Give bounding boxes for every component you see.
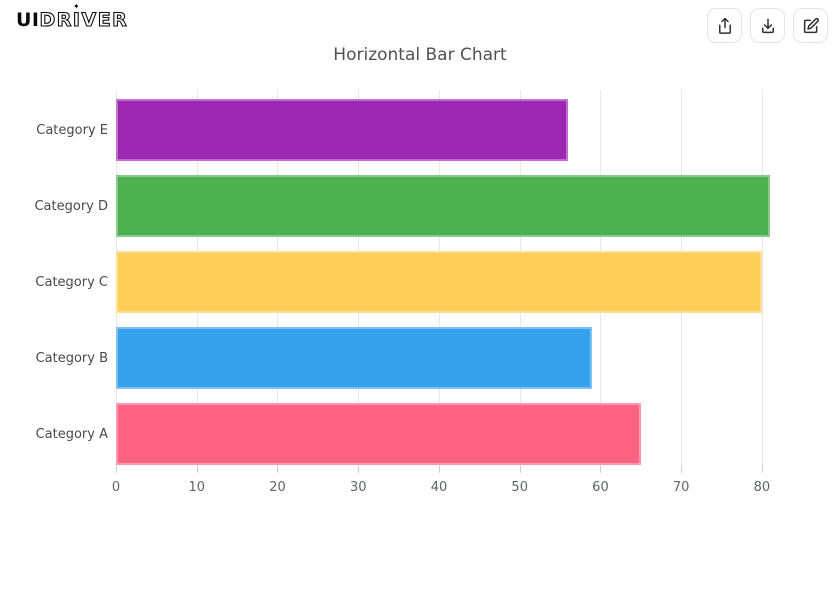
- category-label: Category C: [35, 274, 108, 290]
- x-tick-label: 50: [511, 480, 528, 495]
- bar-category-e: [116, 99, 569, 161]
- x-tick-mark: [600, 466, 602, 473]
- edit-icon: [803, 17, 819, 33]
- x-tick-label: 70: [672, 480, 690, 495]
- x-tick-label: 40: [430, 480, 448, 495]
- x-tick-label: 10: [188, 480, 206, 495]
- toolbar: [707, 8, 828, 43]
- category-label: Category E: [36, 122, 108, 138]
- bar-category-b: [116, 327, 593, 389]
- x-tick-label: 20: [269, 480, 286, 495]
- category-label: Category D: [34, 198, 108, 214]
- gridline: [761, 90, 763, 466]
- share-button[interactable]: [707, 8, 742, 43]
- x-tick-mark: [519, 466, 521, 473]
- x-tick-mark: [358, 466, 360, 473]
- x-tick-mark: [438, 466, 440, 473]
- app-logo: UI DR ✦ I VER: [16, 2, 129, 32]
- download-icon: [761, 18, 774, 33]
- logo-driver-text: DR ✦ I VER: [39, 2, 129, 32]
- x-tick-mark: [277, 466, 279, 473]
- x-tick-label: 60: [592, 480, 609, 495]
- bar-category-d: [116, 175, 770, 237]
- x-tick-label: 30: [349, 480, 367, 495]
- category-label: Category B: [35, 350, 108, 366]
- x-tick-mark: [196, 466, 198, 473]
- plot-area: 0 10 20 30 40 50 60 70 80: [112, 90, 812, 495]
- bar-category-c: [116, 251, 762, 313]
- category-axis: Category E Category D Category C Category B…: [0, 90, 112, 466]
- bar-category-a: [116, 403, 641, 465]
- logo-star-icon: ✦: [72, 2, 80, 11]
- x-tick-mark: [761, 466, 763, 473]
- edit-button[interactable]: [793, 8, 828, 43]
- x-tick-mark: [116, 466, 117, 473]
- logo-ui-text: UI: [16, 9, 40, 31]
- download-button[interactable]: [750, 8, 785, 43]
- x-tick-mark: [681, 466, 683, 473]
- category-label: Category A: [35, 426, 108, 442]
- x-tick-label: 0: [111, 480, 121, 495]
- chart-title: Horizontal Bar Chart: [333, 45, 507, 65]
- share-icon: [718, 17, 731, 34]
- x-tick-label: 80: [753, 480, 771, 495]
